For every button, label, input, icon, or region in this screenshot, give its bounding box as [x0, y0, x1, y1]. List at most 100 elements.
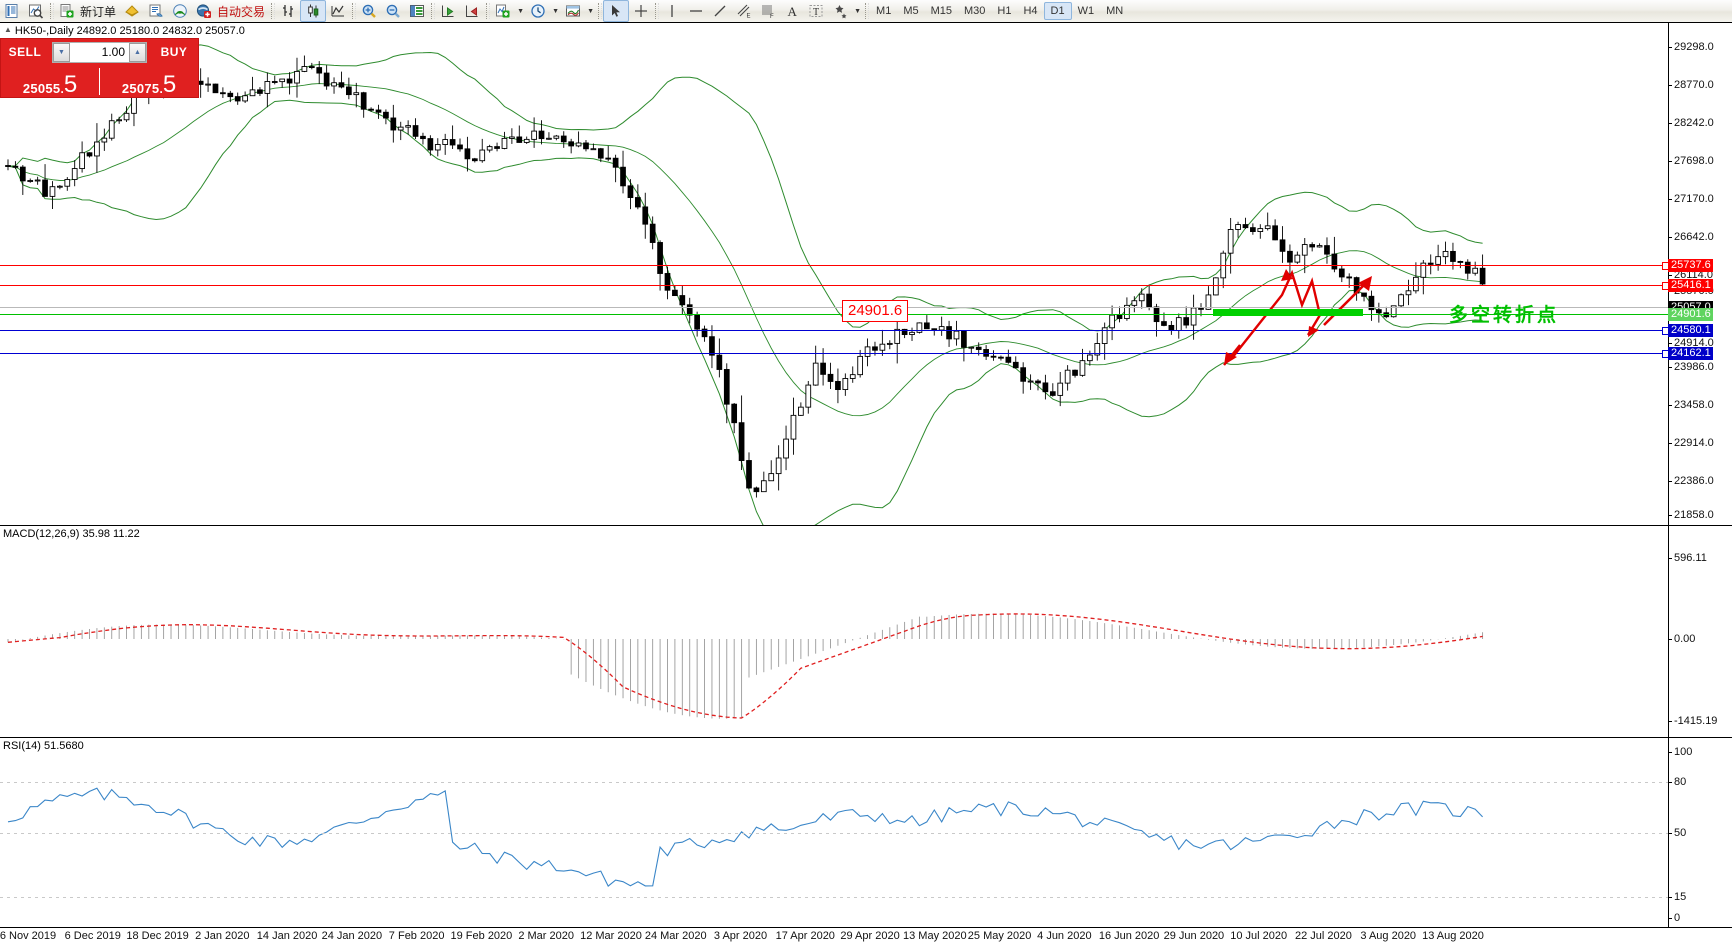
support-line-24580[interactable]: [0, 327, 1669, 335]
macd-plot-area[interactable]: MACD(12,26,9) 35.98 11.22: [0, 526, 1669, 738]
horizontal-line-icon[interactable]: [684, 1, 708, 21]
trendline-icon[interactable]: [708, 1, 732, 21]
macd-axis[interactable]: 596.11 0.00 -1415.19: [1668, 526, 1732, 738]
crosshair-icon[interactable]: [629, 1, 653, 21]
current-price-line: [0, 307, 1669, 308]
sell-button[interactable]: SELL: [8, 45, 42, 59]
candle-body: [323, 72, 330, 87]
zoom-in-icon[interactable]: [357, 1, 381, 21]
candle-body: [212, 83, 219, 94]
price-callout-box[interactable]: 24901.6: [842, 300, 909, 322]
timeframe-mn[interactable]: MN: [1106, 5, 1124, 17]
auto-scroll-icon[interactable]: [436, 1, 460, 21]
candle-body: [649, 223, 656, 243]
candle-body: [442, 139, 449, 145]
cursor-icon[interactable]: [603, 0, 630, 22]
line-handle[interactable]: [1662, 262, 1669, 270]
volume-increase-button[interactable]: ▲: [129, 42, 146, 62]
pivot-zone-marker[interactable]: [1213, 309, 1363, 316]
new-chart-icon[interactable]: [0, 1, 24, 21]
timeframe-m15[interactable]: M15: [930, 5, 952, 17]
pivot-line-24901[interactable]: [0, 314, 1669, 315]
timeframe-m5[interactable]: M5: [903, 5, 919, 17]
chevron-down-icon[interactable]: ▼: [854, 7, 861, 15]
macd-pane[interactable]: MACD(12,26,9) 35.98 11.22 596.11 0.00 -141…: [0, 525, 1732, 738]
timeframe-m1[interactable]: M1: [876, 5, 892, 17]
candle-body: [575, 142, 582, 147]
svg-text:F: F: [770, 14, 774, 19]
resistance-line-25416[interactable]: [0, 282, 1669, 290]
new-order-label[interactable]: 新订单: [80, 4, 117, 19]
period-clock-icon[interactable]: [526, 1, 550, 21]
price-level-label[interactable]: 25416.1: [1668, 279, 1713, 292]
equidistant-channel-icon[interactable]: E: [732, 1, 756, 21]
shapes-icon[interactable]: [828, 1, 852, 21]
sell-price[interactable]: 25055 . 5: [1, 65, 99, 97]
candle-body: [1079, 360, 1086, 376]
timeframe-d1[interactable]: D1: [1043, 2, 1072, 20]
price-level-label[interactable]: 24580.1: [1668, 324, 1713, 337]
timeframe-h4[interactable]: H4: [1023, 5, 1038, 17]
indicators-icon[interactable]: [491, 1, 515, 21]
line-handle[interactable]: [1662, 327, 1669, 335]
text-icon[interactable]: A: [780, 1, 804, 21]
price-plot-area[interactable]: 24901.6 多空转折点: [0, 23, 1669, 526]
line-handle[interactable]: [1662, 350, 1669, 358]
volume-decrease-button[interactable]: ▼: [53, 42, 70, 62]
rsi-pane[interactable]: RSI(14) 51.5680 100 80 50 15 0: [0, 737, 1732, 928]
zoom-out-icon[interactable]: [381, 1, 405, 21]
data-window-icon[interactable]: [405, 1, 429, 21]
candle-body: [798, 406, 804, 416]
time-axis[interactable]: 6 Nov 2019 6 Dec 2019 18 Dec 2019 2 Jan 202…: [0, 927, 1732, 947]
macd-signal-line: [7, 613, 1483, 719]
print-icon[interactable]: [144, 1, 168, 21]
chevron-down-icon[interactable]: ▼: [587, 7, 594, 15]
one-click-trading-panel[interactable]: SELL ▼ 1.00 ▲ BUY 25055 . 5 25075 . 5: [0, 38, 199, 98]
candle-body: [872, 346, 878, 351]
line-handle[interactable]: [1662, 282, 1669, 290]
candle-body: [961, 330, 967, 348]
chart-shift-icon[interactable]: [460, 1, 484, 21]
text-label-icon[interactable]: T: [804, 1, 828, 21]
candle-body: [709, 336, 715, 356]
vertical-line-icon[interactable]: [660, 1, 684, 21]
autotrading-icon[interactable]: [192, 1, 216, 21]
price-axis-tick: 23458.0: [1669, 399, 1732, 411]
rsi-axis[interactable]: 100 80 50 15 0: [1668, 738, 1732, 928]
candle-body: [864, 346, 871, 357]
new-order-icon[interactable]: [55, 1, 79, 21]
timeframe-w1[interactable]: W1: [1077, 5, 1095, 17]
chevron-down-icon[interactable]: ▼: [517, 7, 524, 15]
candle-body: [812, 362, 819, 386]
candle-body: [316, 67, 323, 74]
buy-price-fraction: 5: [162, 71, 177, 98]
rsi-plot-area[interactable]: RSI(14) 51.5680: [0, 738, 1669, 928]
collapse-triangle-icon[interactable]: ▲: [4, 25, 12, 34]
volume-input[interactable]: 1.00: [101, 45, 125, 59]
line-chart-icon[interactable]: [326, 1, 350, 21]
timeframe-h1[interactable]: H1: [997, 5, 1012, 17]
price-axis[interactable]: 29298.0 28770.0 28242.0 27698.0 27170.0 26642…: [1668, 23, 1732, 526]
support-line-24162[interactable]: [0, 350, 1669, 358]
price-level-label[interactable]: 24162.1: [1668, 347, 1713, 360]
buy-price[interactable]: 25075 . 5: [100, 65, 198, 97]
bar-chart-icon[interactable]: [276, 1, 300, 21]
price-level-label[interactable]: 25737.6: [1668, 259, 1713, 272]
signal-icon[interactable]: [168, 1, 192, 21]
candlestick-chart-icon[interactable]: [300, 0, 327, 22]
chevron-down-icon[interactable]: ▼: [552, 7, 559, 15]
fibonacci-icon[interactable]: F: [756, 1, 780, 21]
buy-button[interactable]: BUY: [160, 45, 188, 59]
autotrading-label[interactable]: 自动交易: [217, 4, 266, 19]
price-chart-pane[interactable]: 24901.6 多空转折点 29298.0 28770.0 28242.0 27698…: [0, 22, 1732, 526]
expert-advisor-icon[interactable]: [120, 1, 144, 21]
chart-search-icon[interactable]: [24, 1, 48, 21]
candle-body: [301, 66, 308, 72]
templates-icon[interactable]: [561, 1, 585, 21]
volume-stepper[interactable]: ▼ 1.00 ▲: [52, 41, 147, 63]
timeframe-m30[interactable]: M30: [964, 5, 986, 17]
resistance-line-25737[interactable]: [0, 262, 1669, 270]
time-axis-label: 3 Apr 2020: [713, 930, 768, 942]
toolbar-group-file: [0, 1, 48, 21]
price-level-label[interactable]: 24901.6: [1668, 308, 1713, 321]
